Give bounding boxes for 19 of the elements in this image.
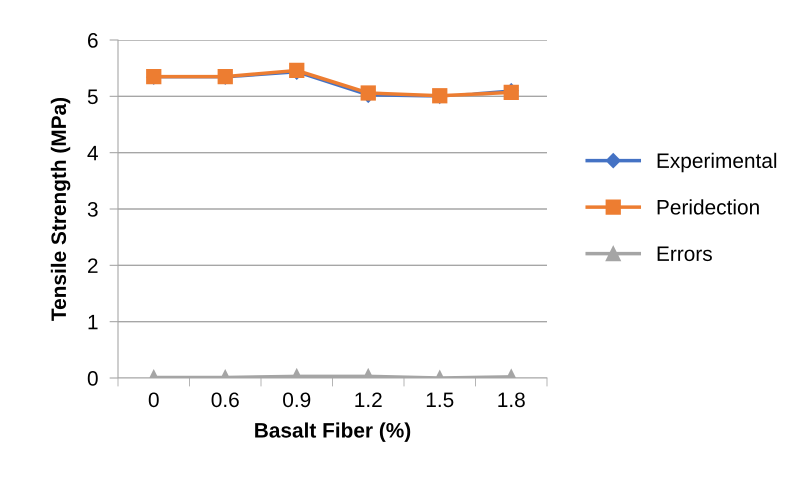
y-axis-title: Tensile Strength (MPa) (50, 98, 70, 321)
legend-label: Errors (658, 246, 712, 262)
legend-label: Peridection (658, 199, 759, 215)
y-tick-label: 4 (87, 146, 98, 160)
x-tick-label: 1.8 (498, 392, 525, 408)
x-tick-label: 0.9 (283, 392, 310, 408)
x-axis-title: Basalt Fiber (%) (255, 422, 410, 442)
y-tick-label: 2 (88, 258, 98, 273)
legend-label: Experimental (658, 152, 776, 172)
x-tick-label: 0.6 (212, 392, 239, 408)
x-tick-label: 1.5 (426, 392, 454, 408)
point (360, 85, 376, 101)
y-tick-label: 5 (88, 90, 98, 104)
x-tick-label: 1.2 (355, 392, 382, 407)
y-tick-label: 0 (88, 371, 98, 386)
y-tick-label: 6 (88, 33, 98, 48)
y-tick-label: 1 (88, 314, 98, 330)
x-tick-label: 0 (148, 392, 159, 408)
y-tick-label: 3 (88, 202, 98, 217)
